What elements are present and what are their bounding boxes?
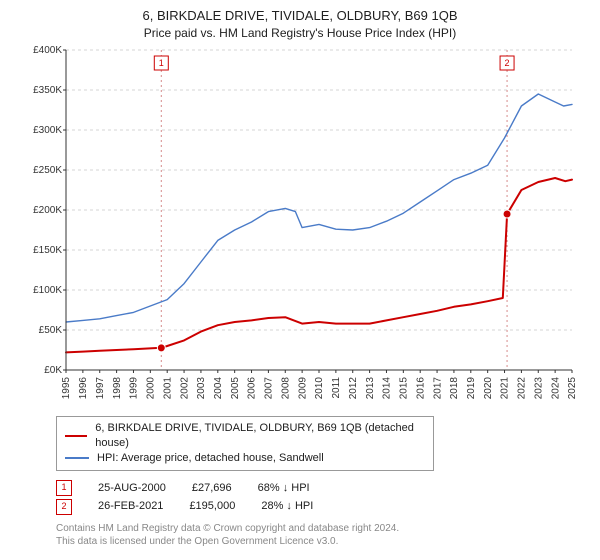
svg-text:2000: 2000 bbox=[146, 377, 157, 400]
svg-text:2019: 2019 bbox=[466, 377, 477, 400]
svg-text:2003: 2003 bbox=[196, 377, 207, 400]
svg-text:2006: 2006 bbox=[247, 377, 258, 400]
svg-text:1: 1 bbox=[159, 58, 164, 68]
svg-text:1999: 1999 bbox=[129, 377, 140, 400]
legend-swatch bbox=[65, 457, 89, 459]
tx-date: 26-FEB-2021 bbox=[98, 497, 163, 516]
tx-date: 25-AUG-2000 bbox=[98, 479, 166, 498]
svg-text:1997: 1997 bbox=[95, 377, 106, 400]
svg-text:2005: 2005 bbox=[230, 377, 241, 400]
table-row: 2 26-FEB-2021 £195,000 28% ↓ HPI bbox=[56, 497, 590, 516]
tx-marker-icon: 1 bbox=[56, 480, 72, 496]
svg-text:2001: 2001 bbox=[162, 377, 173, 400]
chart-subtitle: Price paid vs. HM Land Registry's House … bbox=[10, 26, 590, 40]
svg-text:2014: 2014 bbox=[382, 377, 393, 400]
svg-text:£350K: £350K bbox=[33, 85, 62, 96]
svg-text:2013: 2013 bbox=[365, 377, 376, 400]
svg-text:£50K: £50K bbox=[39, 325, 63, 336]
svg-text:£0K: £0K bbox=[44, 365, 62, 376]
footer-attribution: Contains HM Land Registry data © Crown c… bbox=[56, 522, 590, 548]
svg-text:£150K: £150K bbox=[33, 245, 62, 256]
svg-text:2023: 2023 bbox=[533, 377, 544, 400]
svg-text:1998: 1998 bbox=[112, 377, 123, 400]
svg-text:1996: 1996 bbox=[78, 377, 89, 400]
svg-text:2010: 2010 bbox=[314, 377, 325, 400]
svg-text:2022: 2022 bbox=[517, 377, 528, 400]
series-legend: 6, BIRKDALE DRIVE, TIVIDALE, OLDBURY, B6… bbox=[56, 416, 434, 471]
svg-text:2002: 2002 bbox=[179, 377, 190, 400]
svg-text:£100K: £100K bbox=[33, 285, 62, 296]
legend-row: HPI: Average price, detached house, Sand… bbox=[65, 451, 425, 466]
legend-row: 6, BIRKDALE DRIVE, TIVIDALE, OLDBURY, B6… bbox=[65, 421, 425, 451]
svg-text:2017: 2017 bbox=[432, 377, 443, 400]
svg-text:2018: 2018 bbox=[449, 377, 460, 400]
tx-delta: 28% ↓ HPI bbox=[261, 497, 313, 516]
svg-text:2021: 2021 bbox=[500, 377, 511, 400]
svg-text:2004: 2004 bbox=[213, 377, 224, 400]
svg-text:2008: 2008 bbox=[280, 377, 291, 400]
tx-price: £27,696 bbox=[192, 479, 232, 498]
svg-text:£300K: £300K bbox=[33, 125, 62, 136]
svg-text:2011: 2011 bbox=[331, 377, 342, 399]
table-row: 1 25-AUG-2000 £27,696 68% ↓ HPI bbox=[56, 479, 590, 498]
svg-text:2016: 2016 bbox=[415, 377, 426, 400]
svg-text:2: 2 bbox=[505, 58, 510, 68]
svg-text:1995: 1995 bbox=[61, 377, 72, 400]
transaction-table: 1 25-AUG-2000 £27,696 68% ↓ HPI 2 26-FEB… bbox=[56, 479, 590, 516]
legend-swatch bbox=[65, 435, 87, 437]
legend-label: HPI: Average price, detached house, Sand… bbox=[97, 451, 324, 466]
svg-text:2024: 2024 bbox=[550, 377, 561, 400]
footer-line: Contains HM Land Registry data © Crown c… bbox=[56, 522, 590, 535]
svg-text:2012: 2012 bbox=[348, 377, 359, 400]
svg-text:£400K: £400K bbox=[33, 46, 62, 56]
svg-text:2025: 2025 bbox=[567, 377, 578, 400]
svg-text:2015: 2015 bbox=[399, 377, 410, 400]
chart-area: £0K £50K £100K £150K £200K £250K £300K £350K £40… bbox=[20, 46, 580, 406]
line-chart: £0K £50K £100K £150K £200K £250K £300K £350K £40… bbox=[20, 46, 580, 406]
svg-text:2009: 2009 bbox=[297, 377, 308, 400]
tx-price: £195,000 bbox=[189, 497, 235, 516]
tx-delta: 68% ↓ HPI bbox=[258, 479, 310, 498]
svg-text:2020: 2020 bbox=[483, 377, 494, 400]
tx-marker-icon: 2 bbox=[56, 499, 72, 515]
svg-text:2007: 2007 bbox=[264, 377, 275, 400]
svg-text:£200K: £200K bbox=[33, 205, 62, 216]
chart-title: 6, BIRKDALE DRIVE, TIVIDALE, OLDBURY, B6… bbox=[10, 8, 590, 24]
legend-label: 6, BIRKDALE DRIVE, TIVIDALE, OLDBURY, B6… bbox=[95, 421, 425, 451]
svg-text:£250K: £250K bbox=[33, 165, 62, 176]
footer-line: This data is licensed under the Open Gov… bbox=[56, 535, 590, 548]
